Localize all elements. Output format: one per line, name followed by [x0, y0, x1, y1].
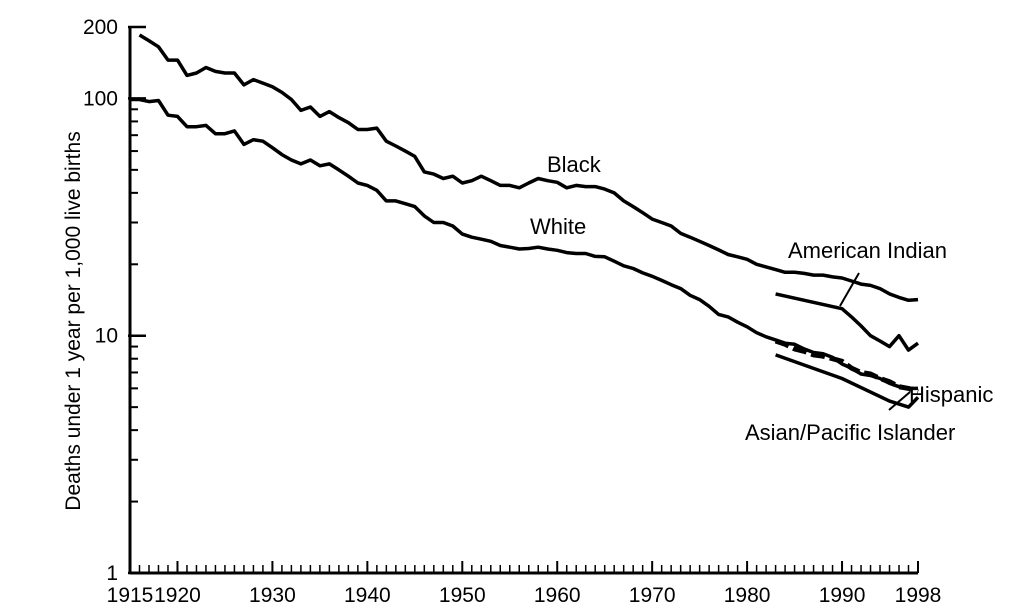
y-tick-label: 10: [95, 325, 118, 348]
x-tick-label: 1980: [724, 584, 771, 607]
x-tick-label: 1920: [154, 584, 201, 607]
y-tick-label: 200: [83, 16, 118, 39]
series-line-asian-pacific-islander: [775, 353, 920, 409]
x-tick-label: 1990: [819, 584, 866, 607]
y-axis-label: Deaths under 1 year per 1,000 live birth…: [62, 131, 85, 510]
series-label-american-indian: American Indian: [788, 238, 947, 263]
x-tick-label: 1998: [895, 584, 942, 607]
series-line-american-indian: [775, 292, 920, 352]
x-tick-label: 1950: [439, 584, 486, 607]
series-label-hispanic: Hispanic: [909, 382, 993, 407]
x-tick-label: 1970: [629, 584, 676, 607]
x-tick-label: 1930: [249, 584, 296, 607]
y-tick-label: 100: [83, 87, 118, 110]
axes: 1 10 100 200 1915 1920 1930 1940 1950 1960 1970 198…: [83, 16, 941, 607]
x-tick-label: 1940: [344, 584, 391, 607]
x-tick-label: 1915: [107, 584, 154, 607]
american-indian-leader-line: [839, 272, 860, 307]
x-tick-label: 1960: [534, 584, 581, 607]
series-label-asian-pacific-islander: Asian/Pacific Islander: [745, 420, 955, 445]
y-tick-label: 1: [106, 562, 118, 585]
series-line-black: [138, 33, 919, 303]
series-label-white: White: [530, 214, 586, 239]
series-label-black: Black: [547, 152, 602, 177]
hispanic-leader-line: [888, 391, 911, 411]
plot-lines: [130, 33, 920, 409]
annotations: Black White American Indian Hispanic Asian/P…: [530, 152, 993, 445]
series-line-hispanic: [774, 338, 919, 395]
